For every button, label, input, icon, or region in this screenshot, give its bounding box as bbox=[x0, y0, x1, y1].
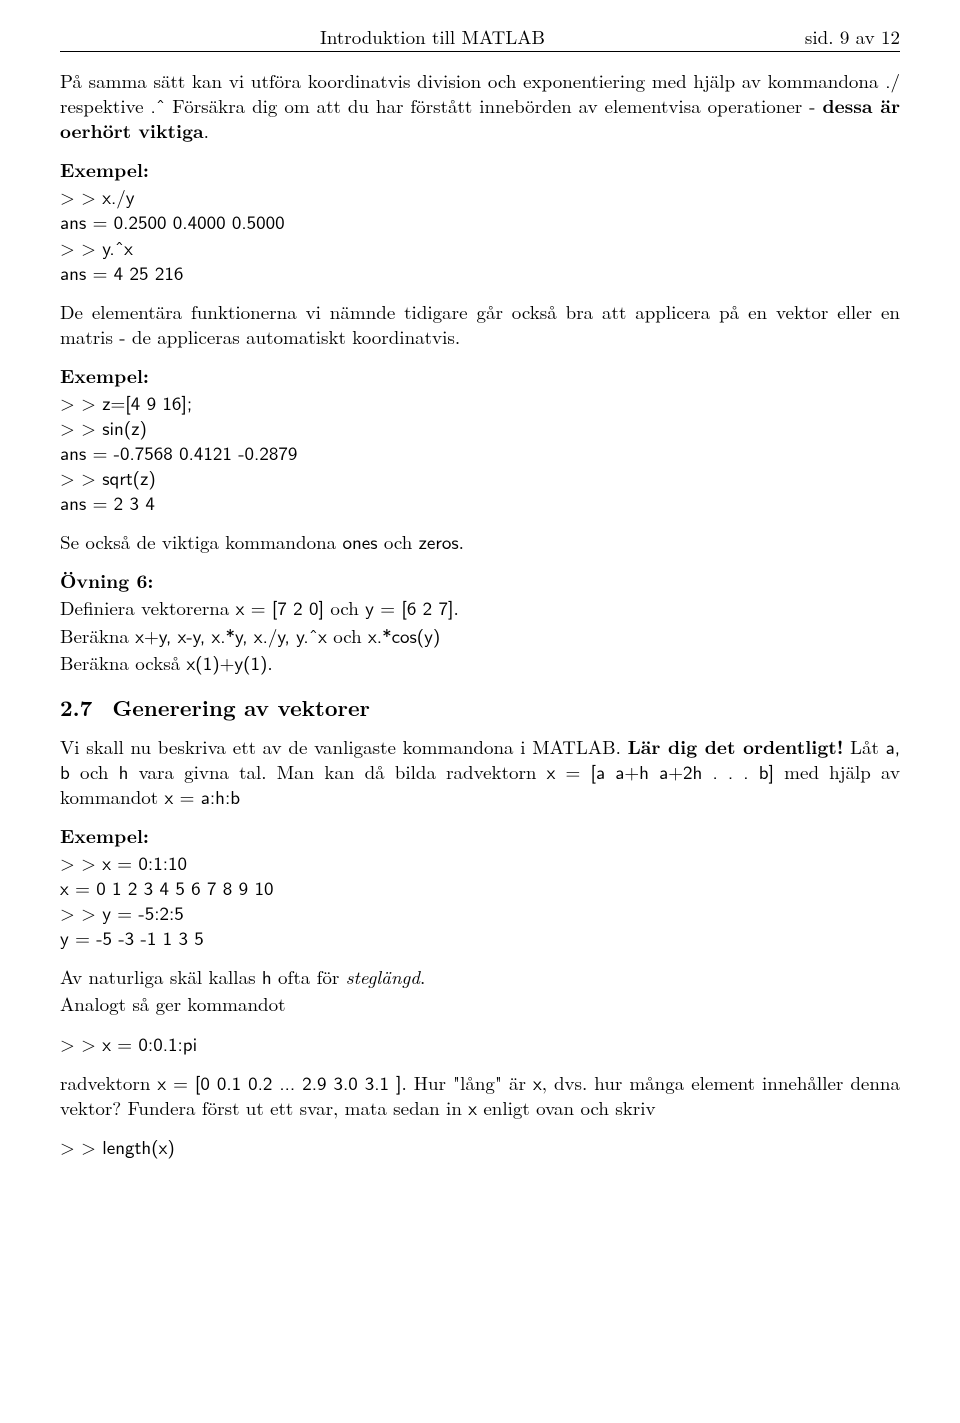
paragraph: Vi skall nu beskriva ett av de vanligast… bbox=[60, 734, 900, 809]
code-inline: zeros bbox=[419, 527, 459, 555]
code-inline: x+y, x-y, x.*y, x./y, y.ˆx bbox=[135, 621, 327, 649]
exercise-line: Definiera vektorerna x = [7 2 0] och y =… bbox=[60, 595, 900, 620]
example-block-2: > > z=[4 9 16]; > > sin(z) ans = -0.7568… bbox=[60, 390, 900, 515]
code-line: > > x = 0:1:10 bbox=[60, 850, 900, 875]
code-inline: x = [7 2 0] bbox=[236, 593, 324, 621]
code-line: ans = 2 3 4 bbox=[60, 490, 900, 515]
code-inline: h bbox=[262, 962, 272, 990]
example-label: Exempel: bbox=[60, 157, 900, 182]
code-line: > > x./y bbox=[60, 184, 900, 209]
code-line: > > sqrt(z) bbox=[60, 465, 900, 490]
code-inline: x = [a a+h a+2h . . . b] bbox=[547, 757, 774, 785]
code-inline: x = a:h:b bbox=[165, 782, 241, 810]
code-inline: x bbox=[533, 1068, 542, 1096]
emphasis: Lär dig det ordentligt! bbox=[628, 732, 844, 760]
code-line: ans = 0.2500 0.4000 0.5000 bbox=[60, 209, 900, 234]
code-line: > > x = 0:0.1:pi bbox=[60, 1031, 900, 1056]
code-inline: h bbox=[119, 757, 129, 785]
example-label: Exempel: bbox=[60, 823, 900, 848]
example-label: Exempel: bbox=[60, 363, 900, 388]
code-inline: x bbox=[468, 1093, 477, 1121]
example-block-1: > > x./y ans = 0.2500 0.4000 0.5000 > > … bbox=[60, 184, 900, 284]
document-page: Introduktion till MATLAB sid. 9 av 12 På… bbox=[0, 0, 960, 1423]
code-line: ans = -0.7568 0.4121 -0.2879 bbox=[60, 440, 900, 465]
page-number: sid. 9 av 12 bbox=[805, 24, 900, 49]
code-inline: ./ bbox=[885, 66, 900, 94]
example-block-5: > > length(x) bbox=[60, 1134, 900, 1159]
code-line: > > z=[4 9 16]; bbox=[60, 390, 900, 415]
code-line: y = -5 -3 -1 1 3 5 bbox=[60, 925, 900, 950]
code-line: > > y.ˆx bbox=[60, 235, 900, 260]
code-line: > > length(x) bbox=[60, 1134, 900, 1159]
page-header: Introduktion till MATLAB sid. 9 av 12 bbox=[60, 24, 900, 52]
paragraph: Se också de viktiga kommandona ones och … bbox=[60, 529, 900, 554]
header-title: Introduktion till MATLAB bbox=[60, 24, 805, 49]
paragraph: De elementära funktionerna vi nämnde tid… bbox=[60, 299, 900, 349]
paragraph: radvektorn x = [0 0.1 0.2 ... 2.9 3.0 3.… bbox=[60, 1070, 900, 1120]
section-title: Generering av vektorer bbox=[112, 692, 370, 723]
term: steglängd bbox=[346, 963, 420, 990]
code-inline: ones bbox=[342, 527, 377, 555]
section-heading: 2.7 Generering av vektorer bbox=[60, 693, 900, 722]
paragraph: Analogt så ger kommandot bbox=[60, 991, 900, 1016]
section-number: 2.7 bbox=[60, 692, 92, 723]
code-inline: y = [6 2 7] bbox=[365, 593, 453, 621]
code-inline: .ˆ bbox=[150, 91, 165, 119]
code-line: > > sin(z) bbox=[60, 415, 900, 440]
code-inline: x = [0 0.1 0.2 ... 2.9 3.0 3.1 ] bbox=[157, 1068, 401, 1096]
code-line: > > y = -5:2:5 bbox=[60, 900, 900, 925]
paragraph: Av naturliga skäl kallas h ofta för steg… bbox=[60, 964, 900, 989]
code-inline: x(1)+y(1) bbox=[187, 648, 268, 676]
exercise-line: Beräkna också x(1)+y(1). bbox=[60, 650, 900, 675]
exercise-line: Beräkna x+y, x-y, x.*y, x./y, y.ˆx och x… bbox=[60, 623, 900, 648]
exercise-title: Övning 6: bbox=[60, 568, 900, 593]
code-inline: x.*cos(y) bbox=[368, 621, 440, 649]
paragraph-intro: På samma sätt kan vi utföra koordinatvis… bbox=[60, 68, 900, 143]
code-line: x = 0 1 2 3 4 5 6 7 8 9 10 bbox=[60, 875, 900, 900]
code-line: ans = 4 25 216 bbox=[60, 260, 900, 285]
example-block-4: > > x = 0:0.1:pi bbox=[60, 1031, 900, 1056]
example-block-3: > > x = 0:1:10 x = 0 1 2 3 4 5 6 7 8 9 1… bbox=[60, 850, 900, 950]
